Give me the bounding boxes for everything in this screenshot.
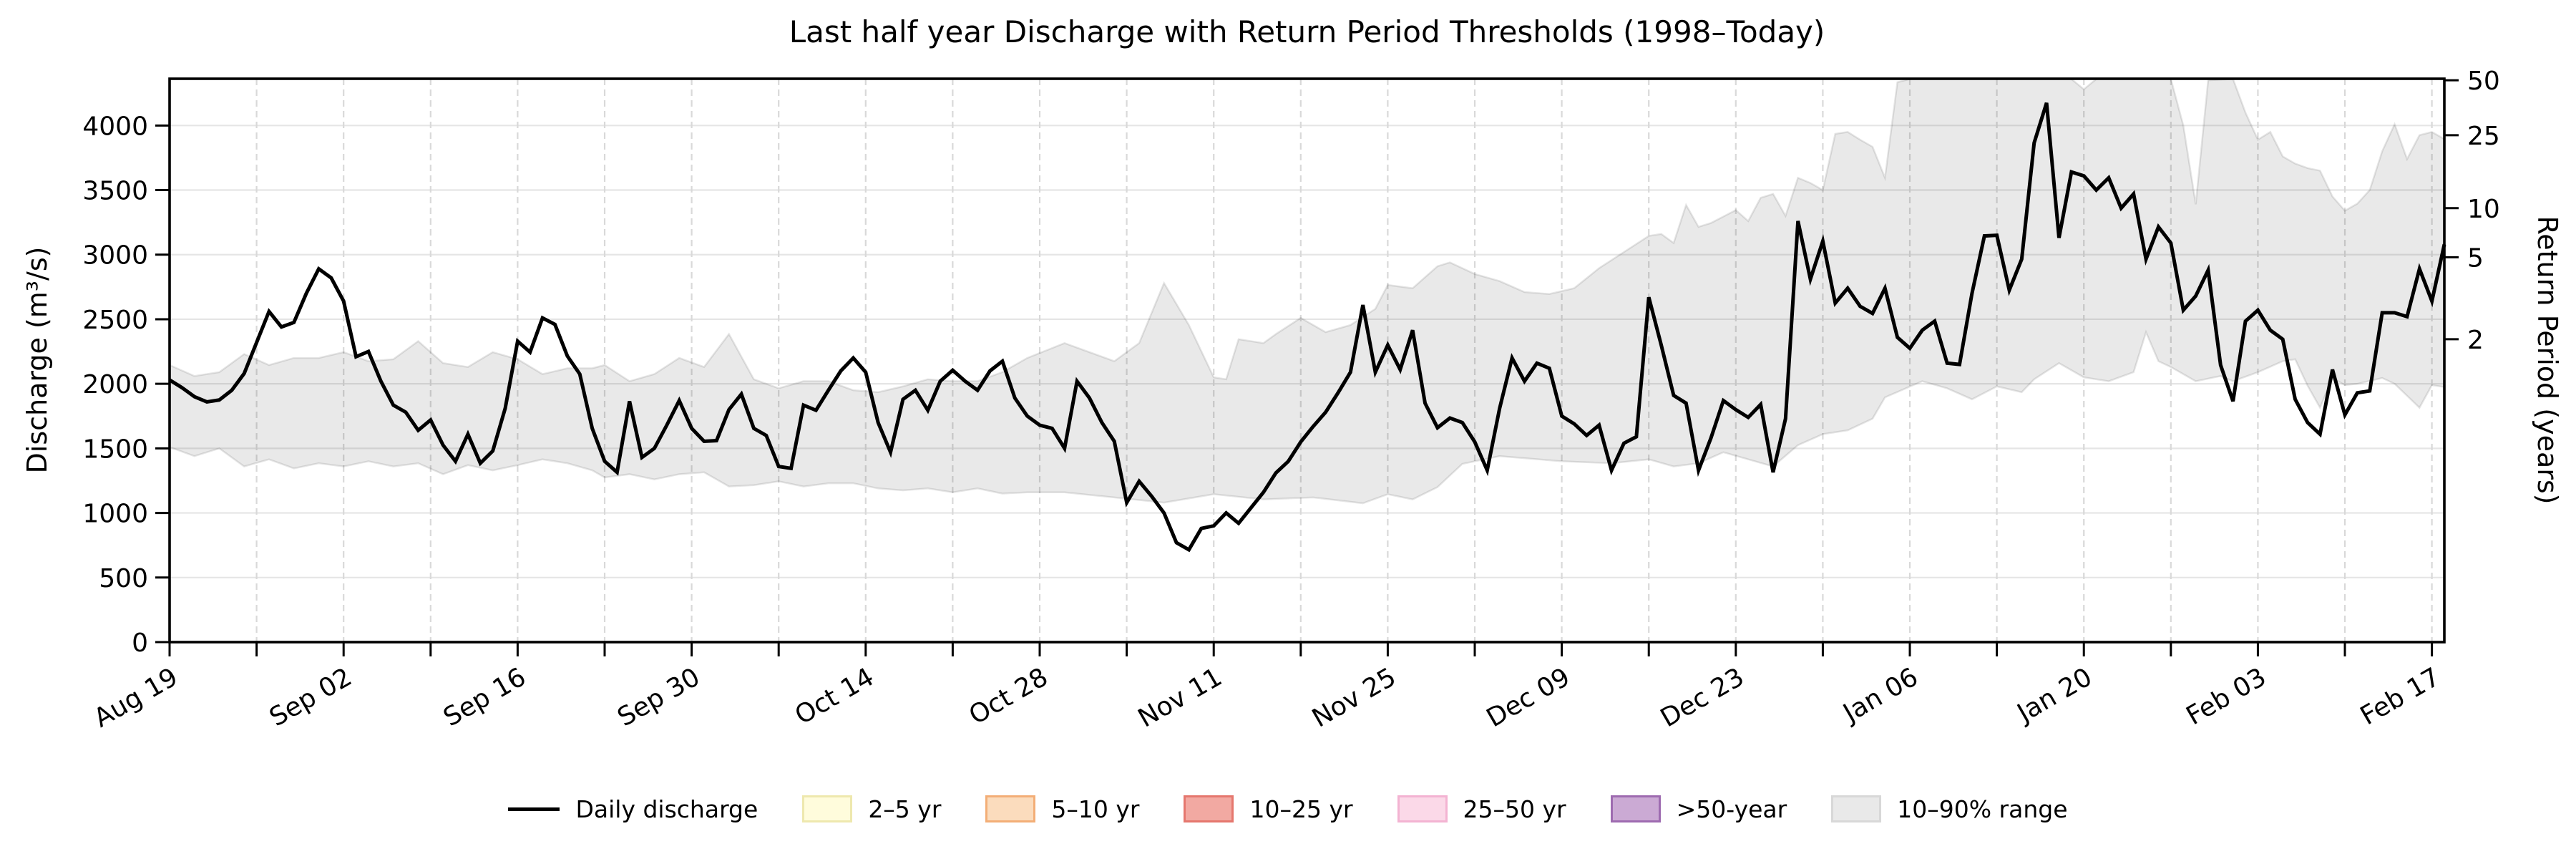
y-tick-label-right: 5 xyxy=(2467,243,2484,273)
legend-item: 25–50 yr xyxy=(1397,795,1566,823)
plot-border xyxy=(168,77,2446,644)
y-tick-label-left: 1500 xyxy=(82,435,148,464)
x-axis-ticks: Aug 19 Sep 02 Sep 16 Sep 30 Oct 14 Oct 28 Nov … xyxy=(89,642,2445,734)
legend-item: >50-year xyxy=(1610,795,1787,823)
y-tick-label-left: 3500 xyxy=(82,177,148,206)
x-tick-label: Feb 17 xyxy=(2356,662,2445,731)
y-axis-right-ticks: 50 25 10 5 2 xyxy=(2444,67,2500,355)
legend-label: 10–25 yr xyxy=(1249,795,1353,823)
legend-item: Daily discharge xyxy=(508,795,758,823)
y-tick-label-left: 1000 xyxy=(82,500,148,529)
legend-line-swatch xyxy=(508,807,560,811)
legend-label: 2–5 yr xyxy=(868,795,942,823)
legend-item: 10–90% range xyxy=(1831,795,2068,823)
y-tick-label-right: 2 xyxy=(2467,326,2484,355)
x-tick-label: Oct 28 xyxy=(965,662,1053,730)
y-tick-label-left: 0 xyxy=(132,629,148,658)
y-tick-label-left: 2000 xyxy=(82,370,148,399)
legend-label: 5–10 yr xyxy=(1051,795,1140,823)
legend-label: 10–90% range xyxy=(1897,795,2068,823)
legend-label: >50-year xyxy=(1676,795,1787,823)
y-tick-label-left: 3000 xyxy=(82,241,148,271)
x-tick-label: Nov 25 xyxy=(1307,662,1401,733)
legend-item: 10–25 yr xyxy=(1184,795,1353,823)
vertical-gridlines xyxy=(255,79,2433,642)
x-tick-label: Nov 11 xyxy=(1133,662,1227,733)
legend-item: 5–10 yr xyxy=(985,795,1139,823)
legend: Daily discharge 2–5 yr 5–10 yr 10–25 yr 25–5… xyxy=(0,786,2576,832)
y-tick-label-left: 500 xyxy=(99,564,148,593)
y-tick-label-right: 25 xyxy=(2467,122,2500,151)
legend-patch-swatch xyxy=(1831,795,1882,822)
x-tick-label: Aug 19 xyxy=(89,662,183,733)
y-tick-label-right: 10 xyxy=(2467,195,2500,224)
x-tick-label: Sep 30 xyxy=(613,662,705,732)
x-tick-label: Dec 23 xyxy=(1656,662,1749,733)
x-tick-label: Jan 20 xyxy=(2011,662,2097,729)
x-tick-label: Feb 03 xyxy=(2182,662,2271,731)
horizontal-gridlines xyxy=(170,125,2444,578)
y-tick-label-left: 4000 xyxy=(82,112,148,141)
legend-patch-swatch xyxy=(802,795,853,822)
legend-patch-swatch xyxy=(1184,795,1234,822)
chart-title: Last half year Discharge with Return Per… xyxy=(789,14,1825,49)
y-tick-label-right: 50 xyxy=(2467,67,2500,96)
x-tick-label: Dec 09 xyxy=(1482,662,1575,733)
percentile-band xyxy=(169,78,2445,505)
legend-item: 2–5 yr xyxy=(802,795,941,823)
x-tick-label: Oct 14 xyxy=(790,662,879,730)
x-tick-label: Jan 06 xyxy=(1838,662,1923,729)
legend-patch-swatch xyxy=(1610,795,1661,822)
x-tick-label: Sep 16 xyxy=(439,662,531,732)
legend-label: Daily discharge xyxy=(575,795,758,823)
legend-label: 25–50 yr xyxy=(1463,795,1566,823)
x-tick-label: Sep 02 xyxy=(265,662,357,732)
y-tick-label-left: 2500 xyxy=(82,306,148,335)
legend-patch-swatch xyxy=(985,795,1036,822)
y-axis-left-ticks: 0 500 1000 1500 2000 2500 3000 3500 4000 xyxy=(82,112,170,658)
daily-discharge-line xyxy=(168,102,2446,553)
legend-patch-swatch xyxy=(1397,795,1448,822)
